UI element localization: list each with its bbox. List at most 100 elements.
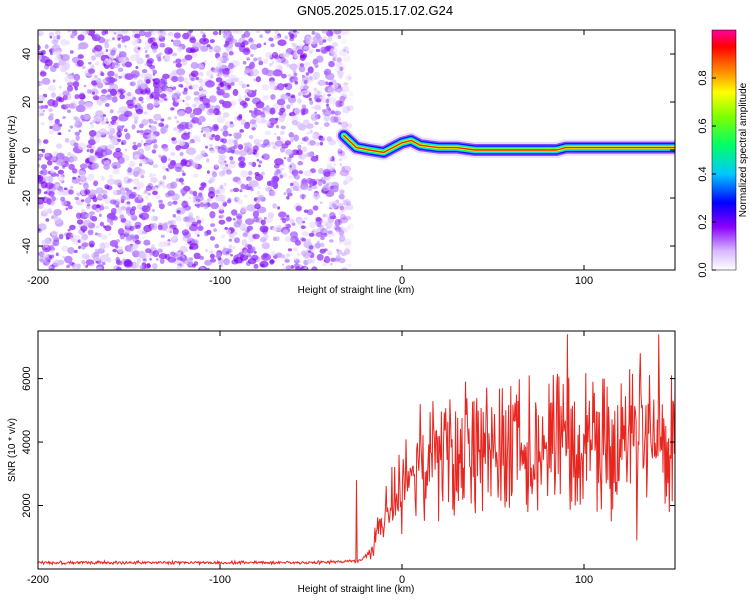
noise-speck (143, 258, 147, 262)
noise-speck (171, 39, 174, 42)
noise-speck (144, 143, 151, 151)
noise-speck (248, 64, 252, 68)
noise-speck (303, 209, 309, 213)
noise-speck (44, 59, 53, 67)
noise-speck (54, 55, 62, 61)
noise-speck (178, 177, 184, 183)
noise-speck (326, 103, 329, 107)
x-tick-label: 0 (399, 574, 405, 586)
noise-speck (234, 237, 240, 244)
noise-speck (48, 190, 55, 197)
noise-speck (271, 61, 274, 64)
colorbar-label: Normalized spectral amplitude (738, 82, 749, 217)
noise-speck (295, 265, 301, 270)
noise-speck (222, 112, 230, 118)
noise-speck (50, 92, 56, 98)
noise-speck (270, 43, 275, 48)
noise-speck (233, 65, 236, 68)
noise-speck (244, 67, 251, 74)
colorbar-tick-label: 0.8 (697, 70, 709, 85)
noise-speck (333, 225, 338, 231)
noise-speck (39, 170, 44, 175)
noise-speck (242, 48, 251, 55)
noise-speck (43, 252, 49, 258)
noise-speck (155, 194, 161, 199)
noise-speck (117, 138, 122, 142)
noise-speck (151, 209, 155, 212)
noise-speck (339, 218, 345, 224)
noise-speck (190, 52, 198, 58)
noise-speck (309, 75, 313, 81)
noise-speck (96, 266, 103, 270)
noise-speck (290, 138, 294, 143)
noise-speck (152, 190, 158, 196)
noise-speck (58, 85, 62, 89)
noise-speck (233, 218, 236, 221)
noise-speck (57, 174, 65, 182)
noise-speck (152, 48, 157, 54)
noise-speck (346, 123, 353, 129)
noise-speck (121, 30, 129, 34)
noise-speck (330, 110, 335, 115)
noise-speck (89, 122, 94, 125)
noise-speck (145, 248, 152, 254)
noise-speck (213, 108, 220, 116)
noise-speck (284, 257, 288, 261)
noise-speck (51, 123, 62, 132)
y-tick-label: -20 (21, 190, 33, 206)
noise-speck (337, 88, 345, 96)
noise-speck (134, 33, 141, 39)
noise-speck (53, 166, 59, 170)
noise-speck (237, 144, 244, 150)
noise-speck (88, 130, 97, 137)
noise-speck (125, 61, 132, 68)
noise-speck (339, 158, 343, 162)
noise-speck (173, 32, 181, 39)
noise-speck (217, 56, 224, 62)
noise-speck (123, 128, 128, 133)
noise-speck (308, 232, 315, 237)
noise-speck (114, 122, 119, 126)
noise-speck (109, 88, 117, 97)
noise-speck (336, 248, 339, 252)
noise-speck (148, 158, 153, 163)
noise-speck (202, 34, 206, 38)
noise-speck (80, 243, 87, 250)
x-axis-label-bottom: Height of straight line (km) (298, 584, 415, 595)
noise-speck (40, 105, 46, 109)
noise-speck (314, 89, 323, 96)
y-tick-label: 6000 (21, 366, 33, 390)
noise-speck (46, 198, 52, 205)
noise-speck (309, 129, 313, 134)
noise-speck (303, 79, 308, 85)
noise-speck (203, 38, 207, 42)
noise-speck (344, 198, 351, 205)
noise-speck (209, 236, 216, 241)
noise-speck (259, 260, 269, 268)
noise-speck (121, 125, 125, 128)
noise-speck (294, 81, 299, 85)
noise-speck (330, 115, 337, 123)
noise-speck (44, 44, 49, 49)
noise-speck (249, 43, 258, 50)
noise-speck (270, 141, 275, 145)
noise-speck (229, 69, 234, 74)
noise-speck (209, 211, 216, 219)
noise-speck (48, 108, 53, 112)
noise-speck (248, 38, 251, 42)
noise-speck (132, 144, 138, 151)
noise-speck (58, 97, 65, 103)
noise-speck (137, 196, 143, 201)
noise-speck (344, 263, 351, 269)
noise-speck (216, 88, 225, 96)
noise-speck (314, 111, 318, 115)
noise-speck (217, 205, 225, 211)
noise-speck (69, 32, 76, 39)
noise-speck (201, 190, 204, 193)
noise-speck (88, 61, 92, 65)
noise-speck (99, 213, 102, 217)
noise-speck (292, 30, 297, 33)
noise-speck (246, 84, 250, 87)
noise-speck (183, 77, 189, 84)
